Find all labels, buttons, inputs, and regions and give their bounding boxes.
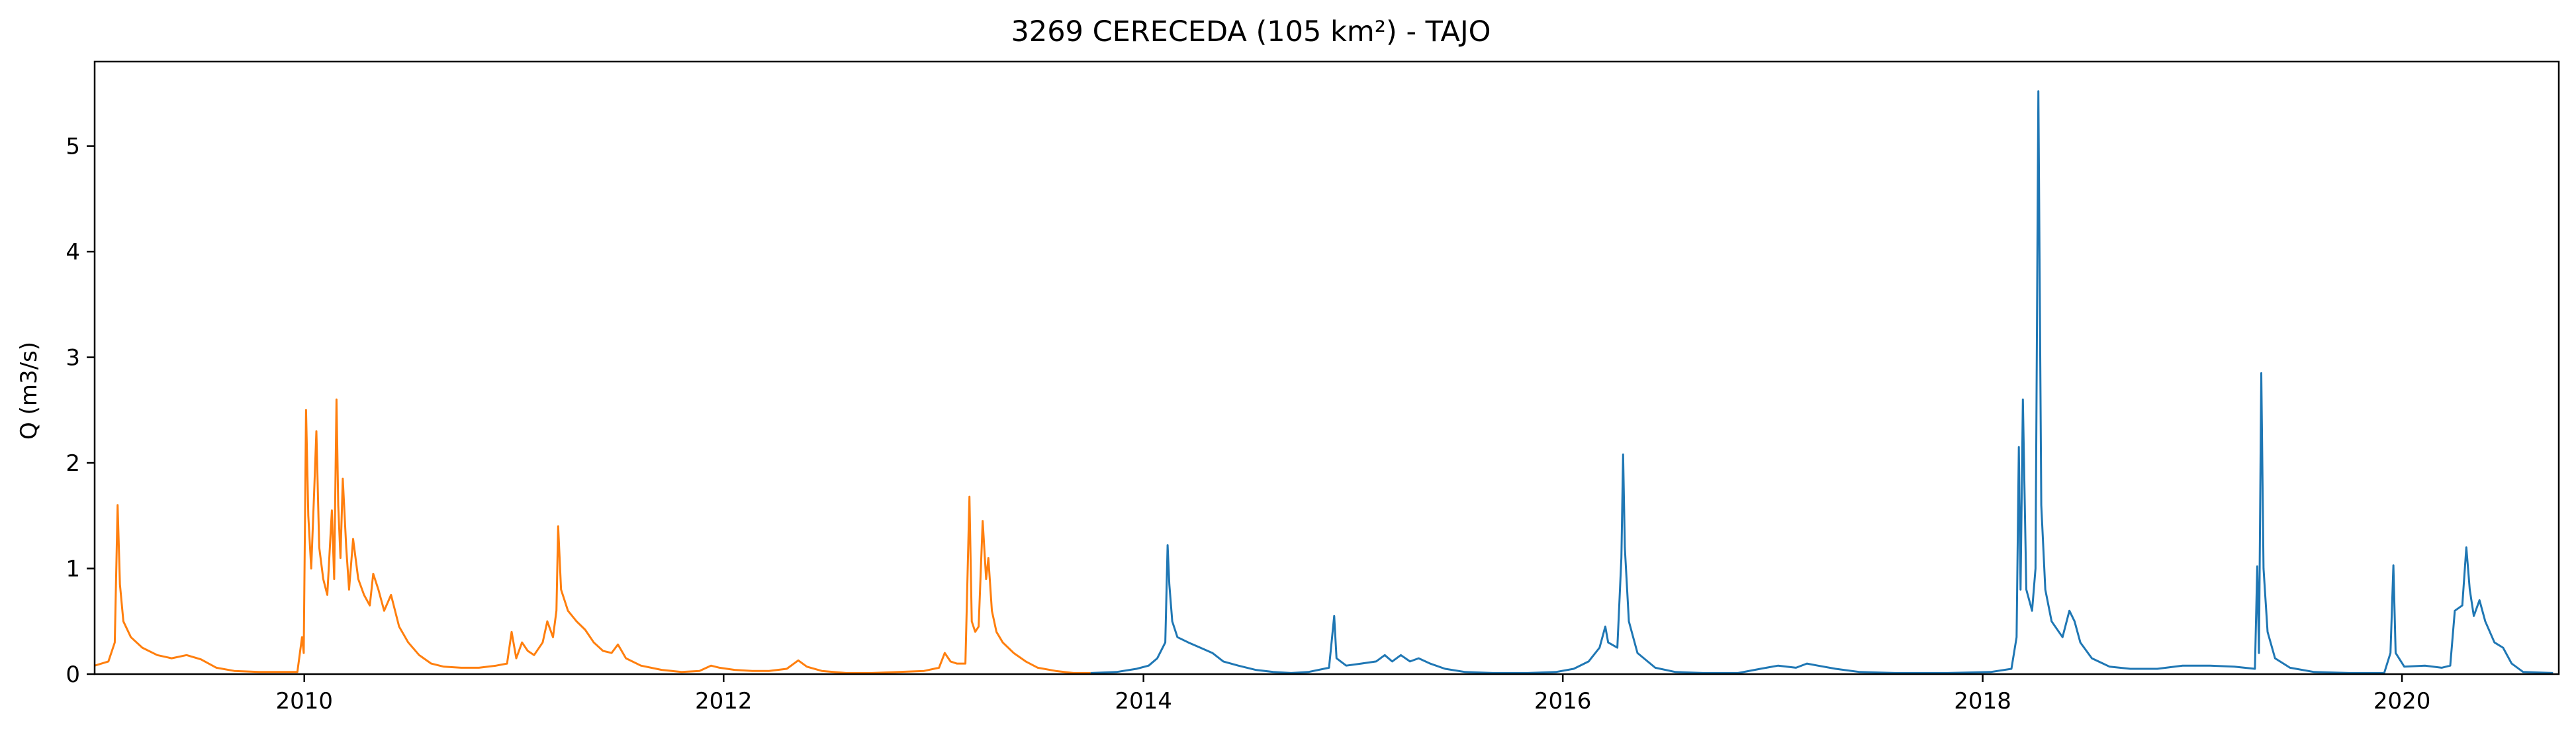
x-tick-label: 2012	[695, 688, 753, 714]
chart-title: 3269 CERECEDA (105 km²) - TAJO	[1011, 15, 1491, 48]
x-tick-label: 2020	[2373, 688, 2431, 714]
plot-frame	[93, 60, 2560, 675]
series-line-0	[94, 398, 1091, 674]
y-axis-label: Q (m3/s)	[16, 342, 42, 440]
x-tick-label: 2010	[275, 688, 333, 714]
y-tick-label: 3	[66, 345, 80, 371]
y-tick-label: 2	[66, 450, 80, 477]
x-tick-label: 2016	[1534, 688, 1592, 714]
series-line-1	[1090, 90, 2553, 674]
y-tick-label: 1	[66, 556, 80, 583]
y-tick-label: 0	[66, 662, 80, 688]
ticks-layer: 2010 2012 2014 2016 2018 2020 0 1 2 3 4 5	[66, 134, 2430, 714]
x-tick-label: 2014	[1115, 688, 1172, 714]
y-tick-label: 5	[66, 134, 80, 160]
x-tick-label: 2018	[1954, 688, 2011, 714]
series-layer	[94, 90, 2553, 674]
y-tick-label: 4	[66, 239, 80, 266]
